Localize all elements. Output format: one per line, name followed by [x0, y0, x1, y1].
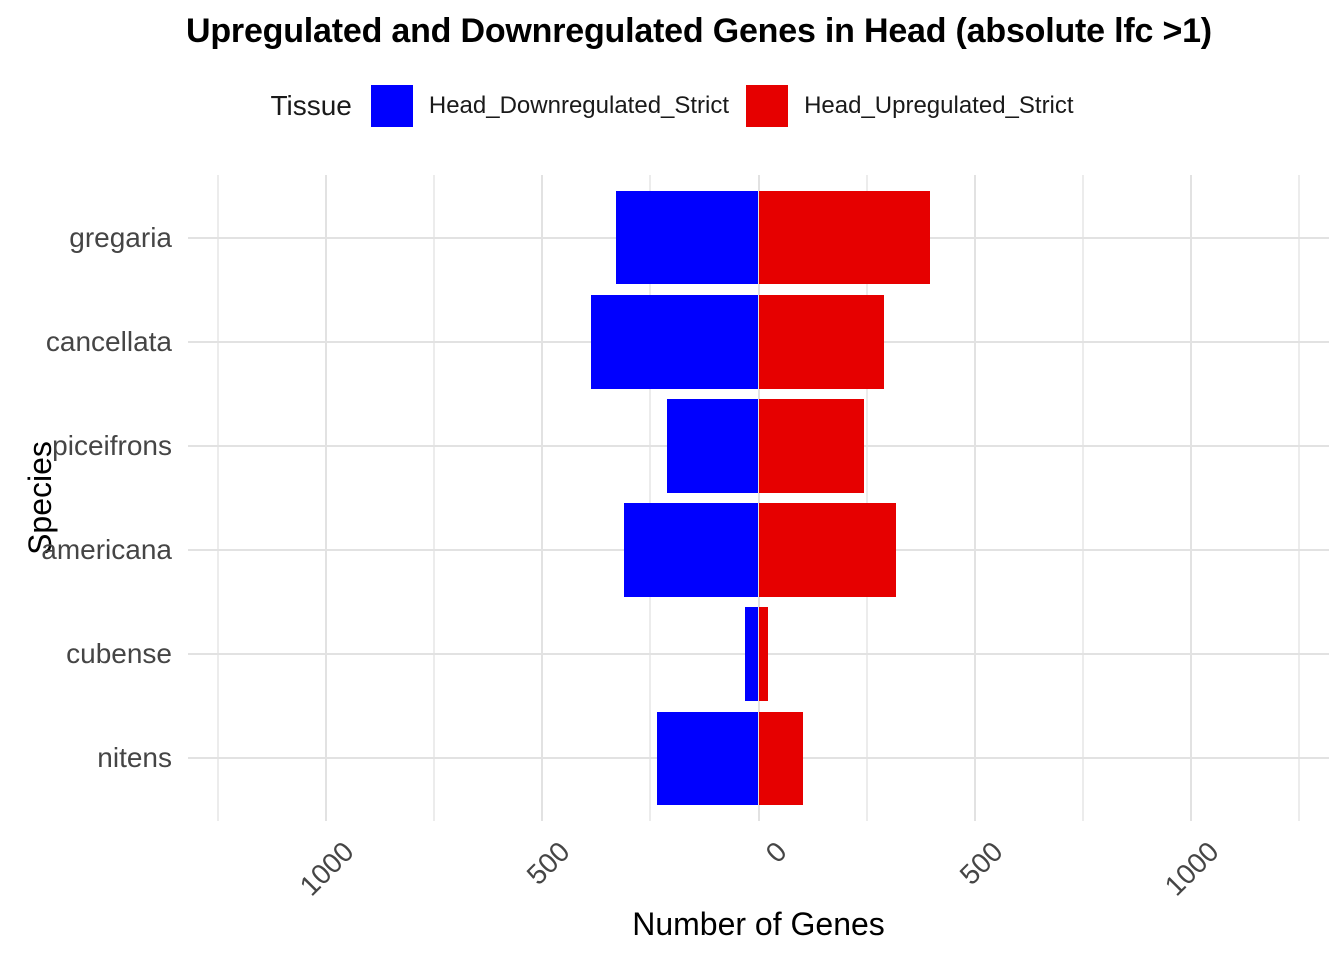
legend-label: Head_Downregulated_Strict	[428, 92, 730, 119]
bar-downregulated-piceifrons	[667, 399, 759, 493]
xtick-label: 500	[953, 835, 1009, 891]
legend-title: Tissue	[270, 90, 352, 121]
legend-swatch-icon	[370, 85, 413, 127]
legend: Tissue Head_Downregulated_Strict Head_Upr…	[0, 82, 1344, 130]
ytick-label-nitens: nitens	[97, 742, 172, 774]
bar-downregulated-cancellata	[591, 294, 759, 389]
xtick-label: 1000	[1158, 835, 1225, 902]
bar-downregulated-nitens	[657, 711, 759, 806]
xtick-label: 1000	[293, 835, 360, 902]
bar-upregulated-americana	[758, 503, 897, 597]
x-axis-title: Number of Genes	[632, 906, 885, 942]
bar-upregulated-nitens	[758, 711, 804, 806]
legend-item: Head_Upregulated_Strict	[746, 85, 1074, 127]
bar-upregulated-cubense	[758, 607, 769, 702]
bar-upregulated-gregaria	[758, 190, 930, 285]
legend-label: Head_Upregulated_Strict	[804, 92, 1074, 119]
minor-gridline	[1297, 175, 1300, 821]
bar-downregulated-cubense	[744, 607, 759, 702]
minor-gridline	[1081, 175, 1084, 821]
major-gridline	[541, 175, 544, 821]
minor-gridline	[217, 175, 220, 821]
ytick-label-gregaria: gregaria	[69, 221, 172, 253]
ytick-label-cancellata: cancellata	[45, 325, 172, 357]
minor-gridline	[649, 175, 652, 821]
major-gridline	[757, 175, 760, 821]
chart-title: Upregulated and Downregulated Genes in H…	[186, 12, 1212, 50]
major-gridline	[1189, 175, 1192, 821]
minor-gridline	[865, 175, 868, 821]
ytick-label-americana: americana	[41, 534, 172, 566]
bar-downregulated-americana	[623, 503, 759, 597]
bar-upregulated-piceifrons	[758, 399, 864, 493]
bar-upregulated-cancellata	[758, 294, 884, 389]
bar-downregulated-gregaria	[616, 190, 759, 285]
ytick-label-cubense: cubense	[66, 638, 172, 670]
xtick-label: 500	[521, 835, 577, 891]
major-gridline	[973, 175, 976, 821]
legend-swatch-icon	[746, 85, 789, 127]
ytick-label-piceifrons: piceifrons	[52, 429, 172, 461]
xtick-label: 0	[759, 835, 793, 869]
minor-gridline	[433, 175, 436, 821]
major-gridline	[325, 175, 328, 821]
legend-item: Head_Downregulated_Strict	[370, 85, 730, 127]
